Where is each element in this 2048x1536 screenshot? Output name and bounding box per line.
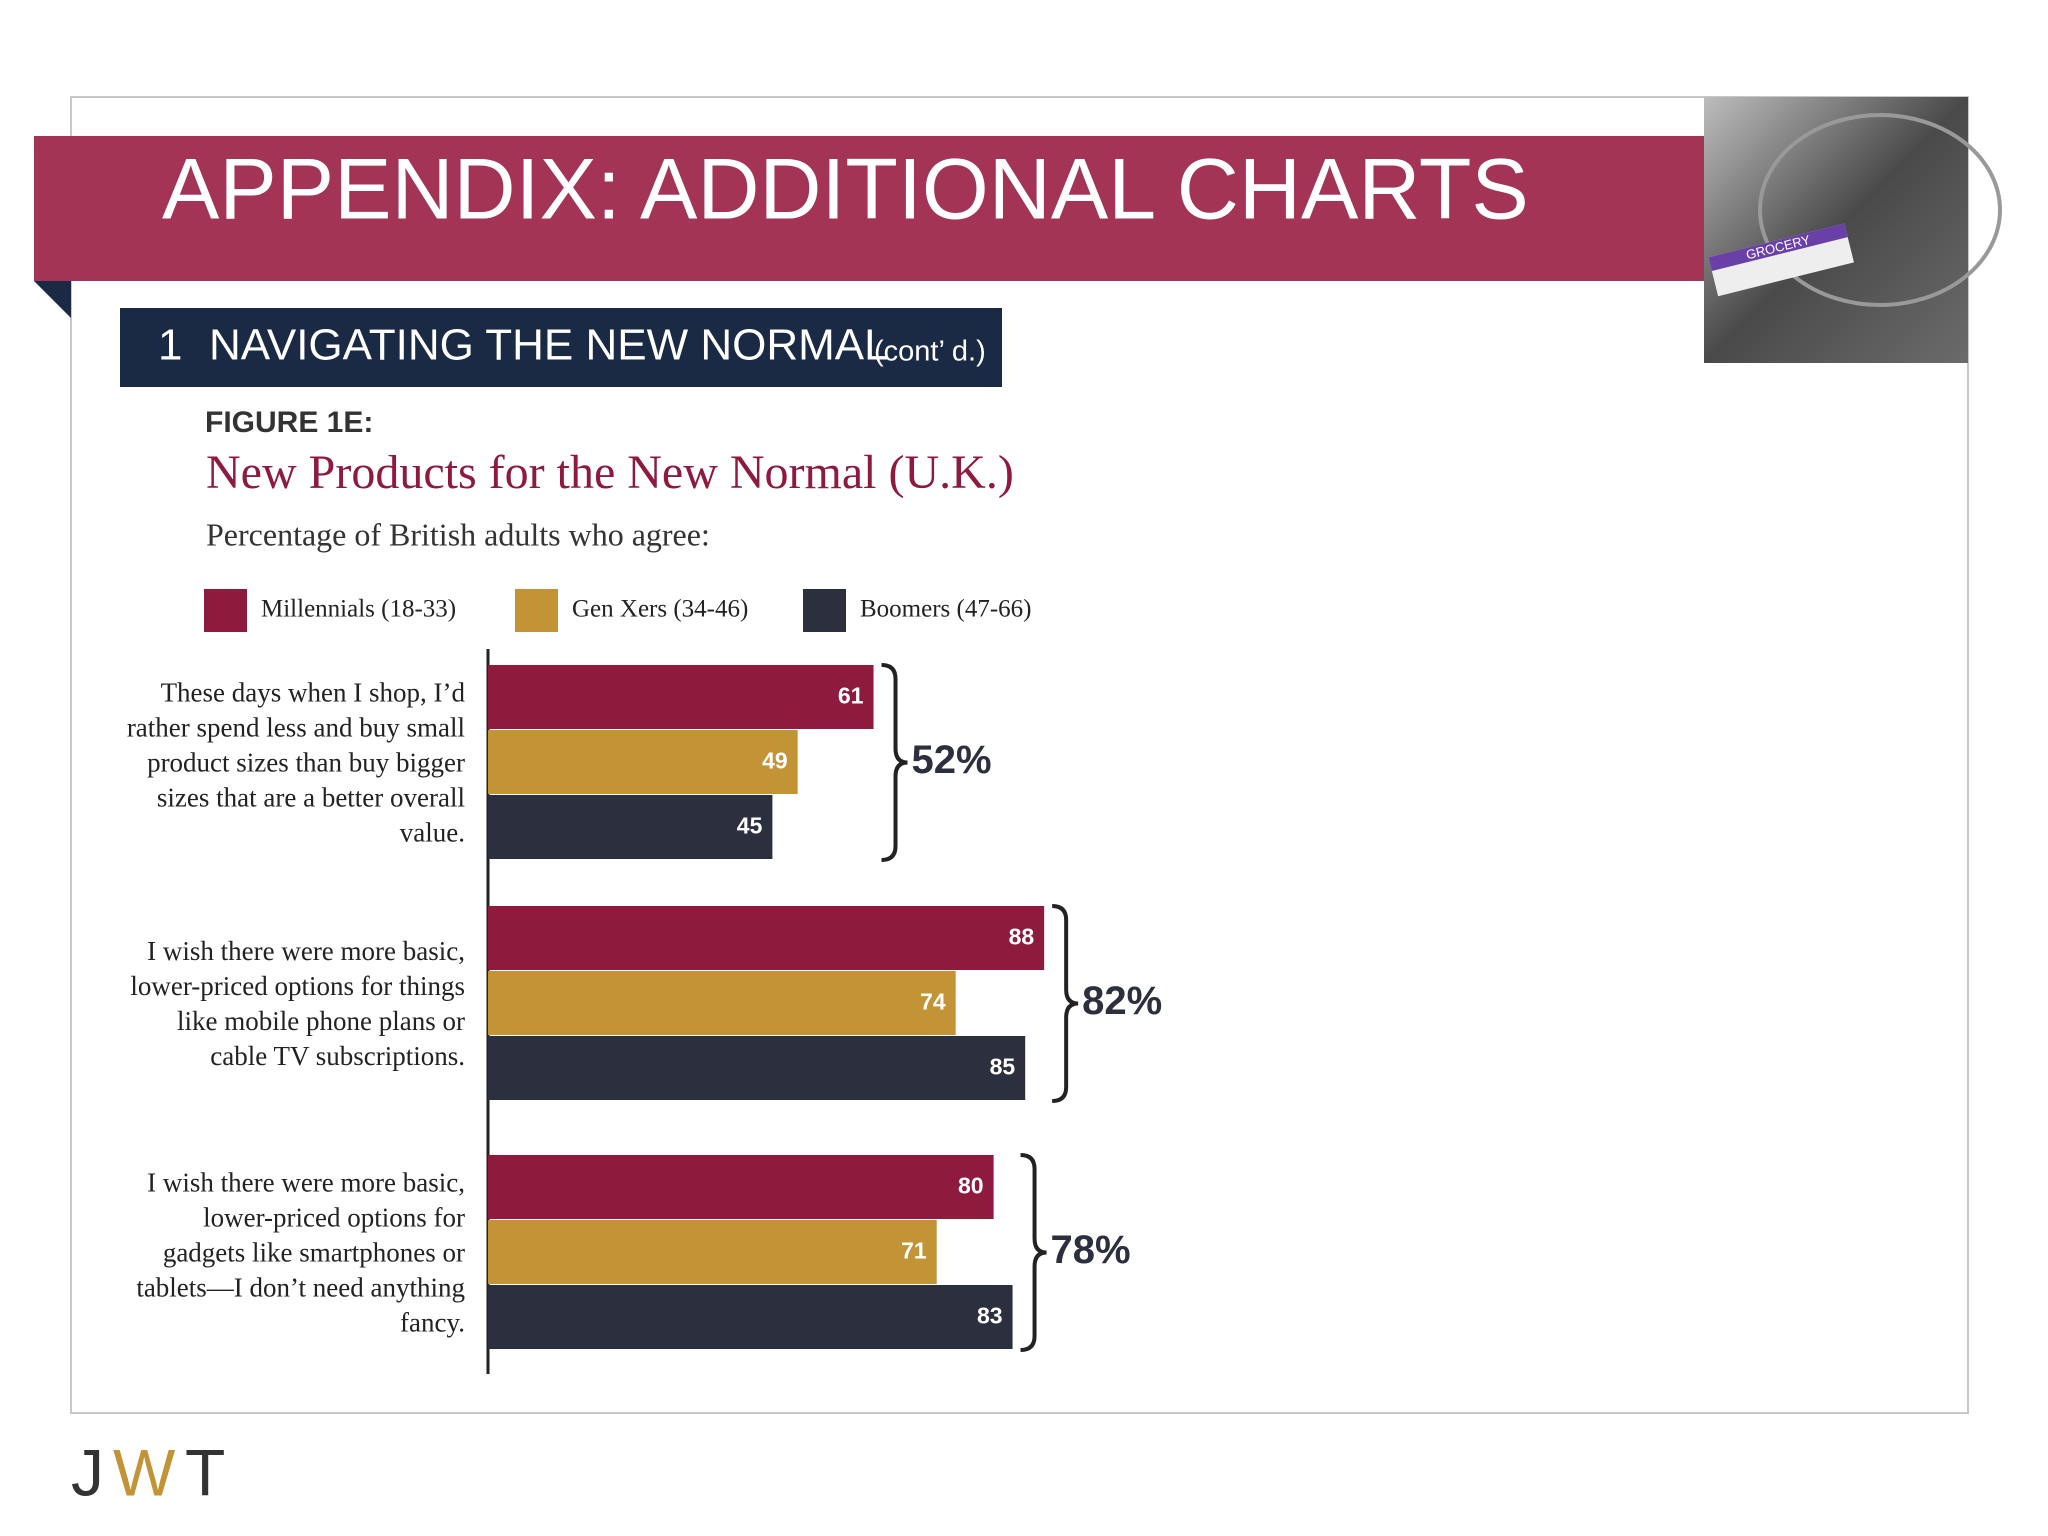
bar — [488, 1285, 1013, 1349]
banner-fold — [34, 281, 71, 318]
data-label: 61 — [838, 683, 864, 709]
header-title: APPENDIX: ADDITIONAL CHARTS — [162, 142, 1529, 238]
group-total: 52% — [912, 738, 992, 782]
figure-label: FIGURE 1E: — [205, 406, 373, 439]
tag-band — [1708, 223, 1848, 271]
chart-title: New Products for the New Normal (U.K.) — [206, 446, 1014, 499]
legend-swatch — [803, 589, 846, 632]
legend-label: Millennials (18-33) — [261, 596, 456, 623]
photo-lid — [1758, 113, 2002, 307]
logo-letter: J — [71, 1435, 104, 1509]
logo-letter: W — [113, 1435, 176, 1509]
bracket — [1020, 1153, 1047, 1352]
banner — [34, 136, 1704, 281]
bracket — [1052, 904, 1079, 1103]
legend-swatch — [515, 589, 558, 632]
data-label: 88 — [1009, 924, 1035, 950]
data-label: 71 — [901, 1238, 927, 1264]
category-label: These days when I shop, I’d rather spend… — [126, 677, 465, 847]
section-box — [120, 308, 1002, 387]
logo-letter: T — [185, 1435, 225, 1509]
group-total: 78% — [1051, 1228, 1131, 1272]
group-total: 82% — [1082, 979, 1162, 1023]
section-number: 1 — [158, 321, 182, 370]
bar — [488, 1155, 994, 1219]
data-label: 45 — [737, 813, 763, 839]
data-label: 83 — [977, 1303, 1003, 1329]
bar — [488, 665, 874, 729]
bracket — [881, 663, 908, 862]
bar — [488, 1036, 1026, 1100]
data-label: 80 — [958, 1173, 984, 1199]
bar — [488, 906, 1045, 970]
bar — [488, 795, 773, 859]
data-label: 74 — [920, 989, 946, 1015]
category-label: I wish there were more basic, lower-pric… — [136, 1167, 465, 1337]
bar — [488, 1220, 937, 1284]
category-label: I wish there were more basic, lower-pric… — [130, 935, 465, 1071]
data-label: 49 — [762, 748, 788, 774]
section-title: NAVIGATING THE NEW NORMAL — [209, 321, 889, 370]
bar — [488, 971, 956, 1035]
legend-label: Boomers (47-66) — [860, 596, 1032, 623]
legend-label: Gen Xers (34-46) — [572, 596, 748, 623]
legend-swatch — [204, 589, 247, 632]
data-label: 85 — [990, 1054, 1016, 1080]
bar — [488, 730, 798, 794]
section-note: (cont’ d.) — [874, 336, 986, 368]
chart-subtitle: Percentage of British adults who agree: — [206, 516, 710, 552]
